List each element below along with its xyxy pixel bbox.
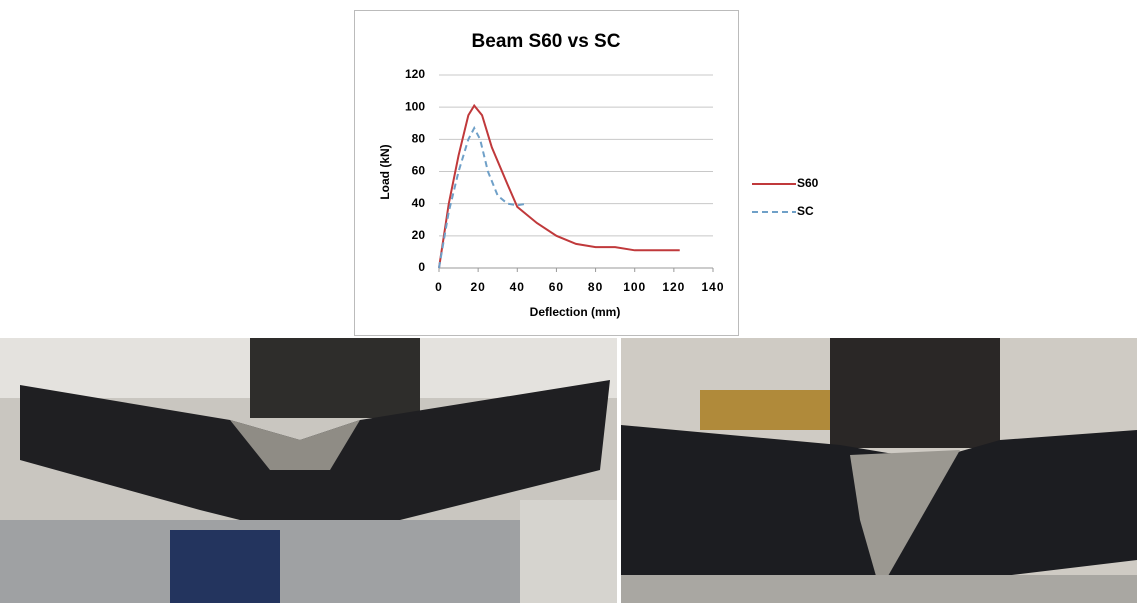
x-tick-label: 60 [549,280,564,294]
x-tick-label: 140 [701,280,724,294]
x-axis-label: Deflection (mm) [530,305,621,319]
page: Beam S60 vs SC Deflection (mm) Load (kN)… [0,0,1137,603]
y-tick-label: 60 [412,164,426,178]
x-tick-label: 100 [623,280,646,294]
y-tick-label: 0 [418,260,425,274]
legend-label: S60 [797,176,819,190]
x-tick-label: 20 [470,280,485,294]
y-tick-label: 20 [412,228,426,242]
x-tick-label: 80 [588,280,603,294]
y-tick-label: 100 [405,99,425,113]
x-tick-label: 0 [435,280,443,294]
photo-right [621,338,1137,603]
y-tick-label: 120 [405,67,425,81]
x-tick-label: 40 [510,280,525,294]
y-tick-label: 40 [412,196,426,210]
legend-label: SC [797,204,814,218]
photo-left [0,338,617,603]
chart-title: Beam S60 vs SC [472,31,621,52]
x-tick-label: 120 [662,280,685,294]
y-axis-label: Load (kN) [378,144,392,199]
y-tick-label: 80 [412,132,426,146]
figure: Beam S60 vs SC Deflection (mm) Load (kN)… [0,0,1137,603]
